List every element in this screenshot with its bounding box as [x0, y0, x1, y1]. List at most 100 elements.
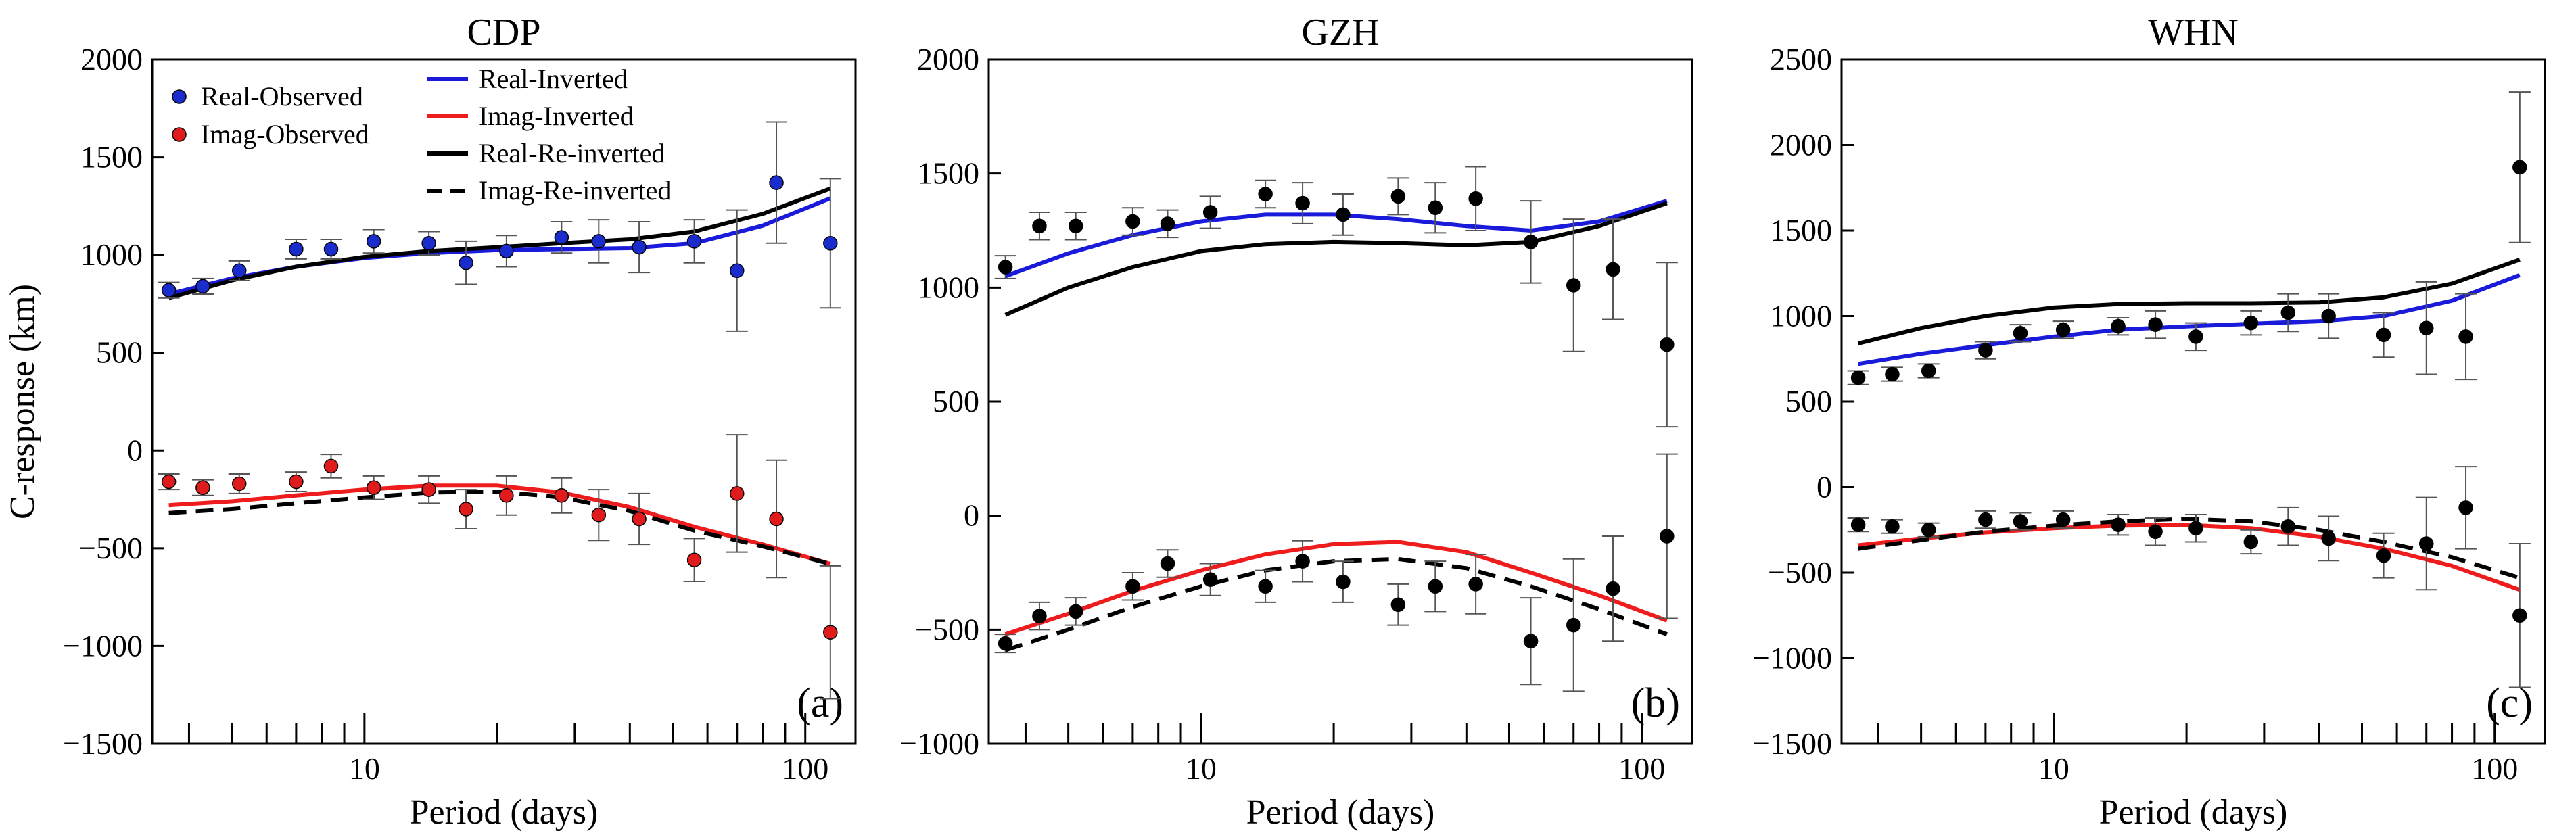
- data-point-imag-observed: [632, 511, 647, 527]
- panel-label: (b): [1631, 680, 1680, 726]
- legend-label: Imag-Observed: [201, 119, 369, 149]
- data-point-imag-observed: [499, 488, 514, 503]
- data-point-imag-observed: [2376, 548, 2391, 563]
- data-point-imag-observed: [2321, 531, 2336, 546]
- y-tick-label: −500: [1768, 555, 1832, 590]
- data-point-imag-observed: [1468, 577, 1483, 592]
- data-point-real-observed: [421, 236, 436, 251]
- y-tick-label: −1000: [899, 726, 979, 761]
- y-tick-label: 1500: [917, 156, 979, 191]
- data-point-real-observed: [2111, 318, 2126, 334]
- data-point-imag-observed: [998, 636, 1013, 651]
- legend: Real-Observed Imag-Observed Real-Inverted I…: [172, 64, 671, 206]
- data-point-imag-observed: [421, 482, 436, 497]
- data-point-real-observed: [1850, 370, 1866, 385]
- y-tick-label: 2000: [1770, 128, 1832, 162]
- data-point-imag-observed: [1885, 519, 1900, 534]
- data-point-real-observed: [289, 241, 304, 257]
- data-point-imag-observed: [1921, 523, 1936, 538]
- plot-frame: [1840, 58, 2546, 745]
- data-point-imag-observed: [1523, 634, 1539, 648]
- data-point-real-observed: [459, 255, 473, 270]
- x-axis-label: Period (days): [2099, 793, 2288, 832]
- data-point-imag-observed: [2111, 517, 2126, 532]
- data-point-imag-observed: [1295, 554, 1310, 569]
- series-line-real-re-inverted: [168, 186, 831, 300]
- series-line-real-inverted: [1858, 272, 2521, 366]
- data-point-real-observed: [1428, 200, 1443, 216]
- legend-label: Imag-Re-inverted: [479, 175, 671, 206]
- data-point-imag-observed: [2148, 524, 2163, 540]
- y-tick-label: 1000: [917, 270, 979, 304]
- data-point-imag-observed: [1202, 572, 1218, 587]
- legend-label: Real-Observed: [201, 81, 363, 112]
- data-point-imag-observed: [2458, 500, 2473, 515]
- x-tick-label: 10: [2038, 751, 2069, 786]
- series-line-imag-re-inverted: [1858, 517, 2521, 580]
- data-point-real-observed: [1566, 278, 1581, 293]
- plot-frame: [987, 58, 1693, 745]
- data-point-real-observed: [1032, 218, 1047, 234]
- x-tick-label: 100: [782, 751, 828, 786]
- y-tick-label: −1000: [1752, 641, 1832, 675]
- data-point-real-observed: [1390, 189, 1406, 204]
- data-point-imag-observed: [686, 552, 702, 567]
- data-point-imag-observed: [729, 486, 745, 501]
- data-point-real-observed: [1523, 235, 1539, 249]
- y-tick-label: −500: [78, 531, 143, 565]
- data-point-imag-observed: [2188, 521, 2203, 535]
- data-point-imag-observed: [1160, 556, 1175, 571]
- data-point-real-observed: [823, 236, 838, 251]
- y-tick-label: 0: [964, 498, 979, 533]
- data-point-imag-observed: [2512, 608, 2527, 623]
- legend-label: Real-Re-inverted: [479, 138, 665, 168]
- data-point-real-observed: [2055, 322, 2071, 337]
- data-point-real-observed: [1125, 214, 1140, 229]
- data-point-real-observed: [2013, 326, 2028, 341]
- y-tick-label: 1000: [80, 237, 143, 272]
- data-point-imag-observed: [1336, 574, 1351, 590]
- data-point-real-observed: [632, 239, 647, 255]
- x-tick-label: 10: [349, 751, 380, 786]
- data-point-imag-observed: [1032, 609, 1047, 623]
- data-point-imag-observed: [459, 502, 473, 517]
- series-line-imag-re-inverted: [168, 490, 831, 566]
- data-point-real-observed: [195, 279, 210, 294]
- y-tick-label: −500: [915, 612, 979, 646]
- data-point-real-observed: [1295, 195, 1310, 211]
- panel-gzh: GZH (b) −1000 −500 0 500 1000 1500 2000 10 100 Peri…: [899, 11, 1693, 832]
- data-point-real-observed: [161, 283, 177, 297]
- data-point-imag-observed: [591, 507, 607, 523]
- data-point-imag-observed: [2013, 514, 2028, 529]
- y-tick-label: 1000: [1770, 299, 1832, 333]
- legend-label: Real-Inverted: [479, 64, 628, 94]
- data-point-real-observed: [2321, 308, 2336, 324]
- data-point-real-observed: [998, 260, 1013, 275]
- chart-title: WHN: [2148, 11, 2239, 53]
- data-point-imag-observed: [195, 480, 210, 495]
- y-tick-label: −1500: [63, 726, 143, 761]
- data-point-imag-observed: [161, 474, 177, 490]
- panel-cdp: CDP (a) −1500 −1000 −500 0 500 1000 1500 2000 10 10…: [3, 11, 857, 832]
- data-point-real-observed: [1258, 187, 1273, 201]
- data-point-imag-observed: [1566, 617, 1581, 633]
- data-point-real-observed: [2376, 327, 2391, 343]
- data-point-real-observed: [591, 234, 607, 249]
- y-tick-label: 500: [933, 384, 979, 419]
- data-point-real-observed: [769, 175, 784, 190]
- data-point-imag-observed: [823, 625, 838, 640]
- data-point-imag-observed: [1606, 581, 1620, 596]
- data-point-real-observed: [1885, 366, 1900, 382]
- data-point-imag-observed: [1068, 604, 1083, 619]
- data-point-real-observed: [323, 241, 339, 257]
- data-point-imag-observed: [2055, 512, 2071, 527]
- data-point-real-observed: [1202, 205, 1218, 220]
- chart-title: GZH: [1301, 11, 1379, 53]
- data-point-real-observed: [2188, 329, 2203, 344]
- y-tick-label: 2500: [1770, 42, 1832, 76]
- data-point-imag-observed: [2419, 536, 2434, 551]
- data-point-real-observed: [1068, 218, 1083, 234]
- y-tick-label: 2000: [917, 42, 979, 76]
- data-point-real-observed: [2243, 315, 2259, 331]
- x-axis-label: Period (days): [1246, 793, 1435, 832]
